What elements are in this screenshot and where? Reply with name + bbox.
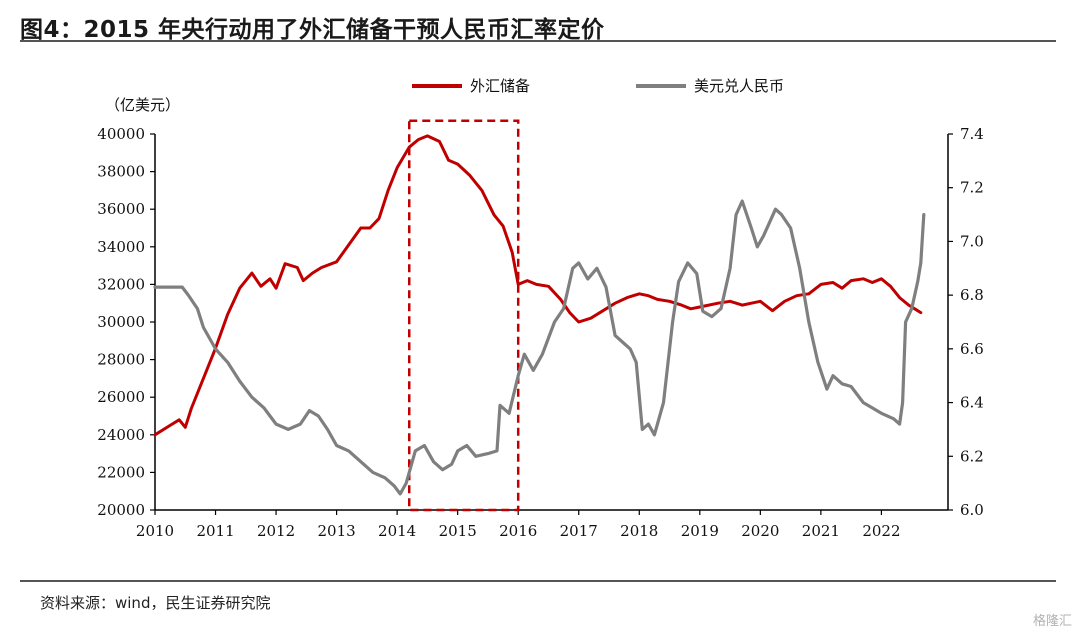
x-tick-label: 2014 <box>378 522 416 540</box>
footer-divider <box>20 580 1056 582</box>
left-tick-label: 28000 <box>97 351 145 369</box>
legend-item-reserve-label: 外汇储备 <box>470 77 530 95</box>
highlight-box <box>407 119 520 512</box>
axes: 20000 22000 24000 26000 28000 30000 32000 34000… <box>97 125 984 540</box>
left-axis-unit: （亿美元） <box>105 96 180 114</box>
left-tick-label: 30000 <box>97 313 145 331</box>
x-tick-label: 2011 <box>196 522 234 540</box>
left-tick-label: 36000 <box>97 200 145 218</box>
right-tick-label: 6.6 <box>960 340 984 358</box>
right-tick-label: 7.4 <box>960 125 984 143</box>
x-tick-label: 2015 <box>439 522 477 540</box>
right-tick-label: 6.8 <box>960 286 984 304</box>
x-tick-label: 2012 <box>257 522 295 540</box>
x-tick-label: 2016 <box>499 522 537 540</box>
right-tick-label: 6.2 <box>960 447 984 465</box>
right-tick-label: 7.0 <box>960 232 984 250</box>
legend-item-fx-label: 美元兑人民币 <box>694 77 784 95</box>
left-tick-label: 34000 <box>97 238 145 256</box>
x-tick-label: 2021 <box>802 522 840 540</box>
series-line-fx <box>153 199 926 496</box>
left-tick-label: 40000 <box>97 125 145 143</box>
title-divider <box>20 40 1056 42</box>
x-tick-label: 2019 <box>681 522 719 540</box>
right-tick-label: 6.0 <box>960 501 984 519</box>
x-tick-label: 2022 <box>862 522 900 540</box>
right-tick-label: 6.4 <box>960 394 984 412</box>
right-tick-label: 7.2 <box>960 179 984 197</box>
legend: 外汇储备 美元兑人民币 <box>412 77 784 95</box>
left-tick-label: 20000 <box>97 501 145 519</box>
left-tick-label: 26000 <box>97 388 145 406</box>
source-note: 资料来源：wind，民生证券研究院 <box>40 594 271 612</box>
chart-canvas: 外汇储备 美元兑人民币 （亿美元） 20000 22000 24000 26000 280… <box>97 77 984 540</box>
left-tick-label: 24000 <box>97 426 145 444</box>
chart-title: 图4：2015 年央行动用了外汇储备干预人民币汇率定价 <box>20 17 605 43</box>
left-tick-label: 22000 <box>97 463 145 481</box>
highlight-rect <box>407 119 520 512</box>
x-tick-label: 2017 <box>560 522 598 540</box>
watermark: 格隆汇 <box>1032 614 1072 629</box>
left-tick-label: 32000 <box>97 275 145 293</box>
x-tick-label: 2018 <box>620 522 658 540</box>
series-lines <box>153 134 926 496</box>
x-tick-label: 2020 <box>741 522 779 540</box>
x-tick-label: 2010 <box>136 522 174 540</box>
x-tick-label: 2013 <box>318 522 356 540</box>
series-line-reserve <box>153 134 923 437</box>
left-tick-label: 38000 <box>97 163 145 181</box>
